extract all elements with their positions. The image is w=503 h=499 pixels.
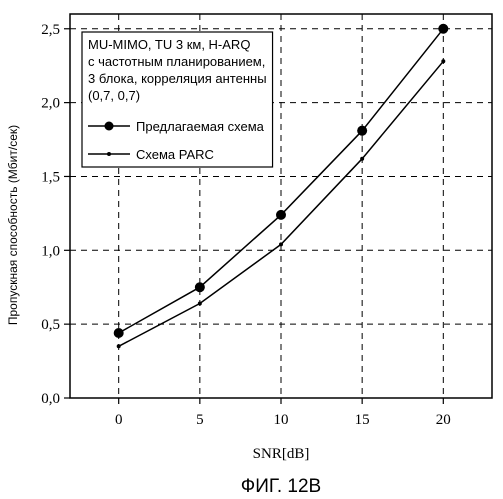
data-point-proposed <box>276 210 286 220</box>
figure-caption: ФИГ. 12B <box>241 476 321 497</box>
legend-header-line-3: 3 блока, корреляция антенны <box>88 71 267 86</box>
x-tick-label: 5 <box>196 412 204 428</box>
y-tick-label: 0,0 <box>41 391 60 407</box>
data-point-parc <box>117 344 121 348</box>
data-point-proposed <box>114 328 124 338</box>
data-point-parc <box>279 242 283 246</box>
legend-marker-proposed <box>105 122 114 131</box>
data-point-parc <box>360 157 364 161</box>
legend-label-proposed: Предлагаемая схема <box>136 119 265 134</box>
data-point-parc <box>441 59 445 63</box>
y-axis-label: Пропускная способность (Мбит/сек) <box>6 125 20 325</box>
legend-header-line-4: (0,7, 0,7) <box>88 88 140 103</box>
x-tick-label: 10 <box>274 412 289 428</box>
data-point-proposed <box>357 126 367 136</box>
data-point-proposed <box>195 282 205 292</box>
y-tick-label: 1,0 <box>41 243 60 259</box>
y-tick-label: 2,0 <box>41 96 60 112</box>
y-axis-ticks: 0,0 0,5 1,0 1,5 2,0 2,5 <box>41 22 70 407</box>
x-tick-label: 0 <box>115 412 123 428</box>
x-axis-ticks: 0 5 10 15 20 <box>115 398 451 428</box>
data-point-proposed <box>438 24 448 34</box>
legend-label-parc: Схема PARC <box>136 147 214 162</box>
y-tick-label: 2,5 <box>41 22 60 38</box>
x-tick-label: 15 <box>355 412 370 428</box>
legend-header-line-2: с частотным планированием, <box>88 54 265 69</box>
y-tick-label: 1,5 <box>41 169 60 185</box>
legend: MU-MIMO, TU 3 км, H-ARQ с частотным план… <box>82 32 273 167</box>
x-tick-label: 20 <box>436 412 451 428</box>
legend-marker-parc <box>107 152 111 156</box>
x-axis-label: SNR[dB] <box>253 446 310 462</box>
y-tick-label: 0,5 <box>41 317 60 333</box>
data-point-parc <box>198 301 202 305</box>
legend-header-line-1: MU-MIMO, TU 3 км, H-ARQ <box>88 37 250 52</box>
